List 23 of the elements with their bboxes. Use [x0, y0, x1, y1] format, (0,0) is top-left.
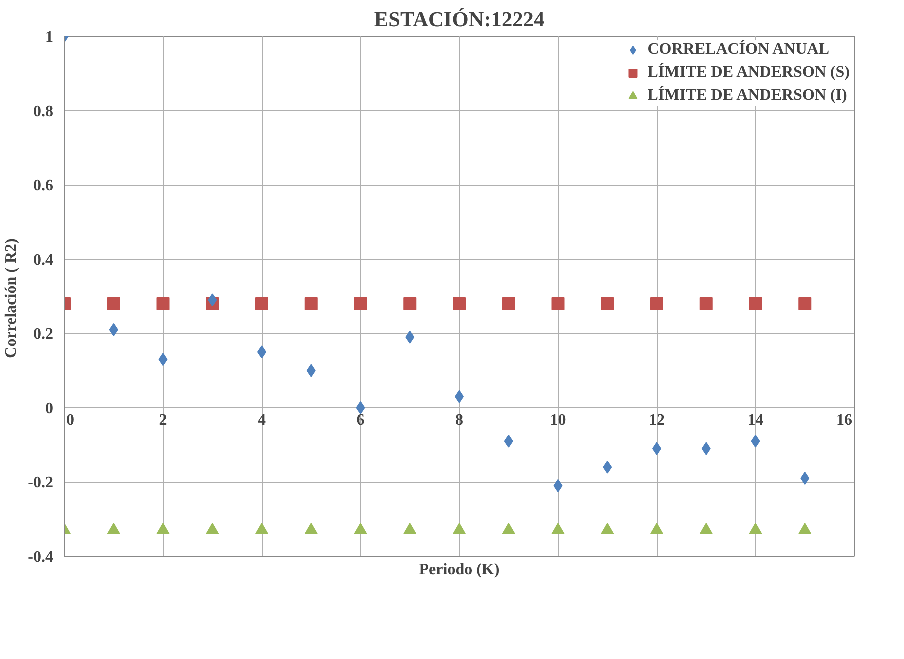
x-tick-label: 4 — [258, 412, 266, 429]
y-tick-label: -0.4 — [28, 549, 54, 566]
y-tick-label: 1 — [46, 29, 54, 46]
y-axis-title: Correlación ( R2) — [3, 238, 20, 358]
y-tick-label: 0 — [46, 400, 54, 418]
y-tick-label: 0.6 — [34, 178, 54, 195]
x-axis-title: Periodo (K) — [419, 562, 500, 578]
x-tick-label: 16 — [836, 412, 852, 429]
x-tick-label: 6 — [356, 412, 365, 429]
x-tick-label: 0 — [66, 412, 74, 429]
y-tick-label: 0.4 — [34, 252, 54, 269]
y-tick-label: -0.2 — [28, 474, 54, 492]
x-tick-label: 14 — [748, 412, 764, 429]
legend-label: LÍMITE DE ANDERSON (I) — [648, 87, 848, 105]
x-tick-label: 2 — [159, 412, 168, 429]
y-tick-label: 0.8 — [34, 103, 54, 120]
y-tick-label: 0.2 — [34, 326, 54, 344]
legend-label: CORRELACÍON ANUAL — [648, 41, 830, 59]
legend-label: LÍMITE DE ANDERSON (S) — [648, 64, 850, 82]
chart-title: ESTACIÓN:12224 — [374, 8, 545, 32]
x-tick-label: 10 — [550, 412, 566, 429]
x-tick-label: 12 — [649, 412, 665, 429]
x-tick-label: 8 — [456, 412, 464, 429]
